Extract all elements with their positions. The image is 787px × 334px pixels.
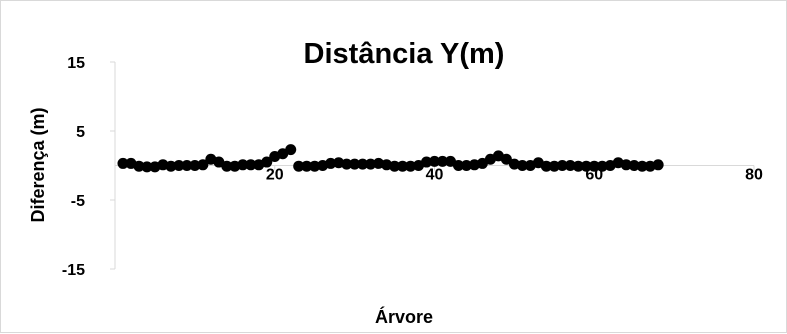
data-point [293, 160, 305, 172]
data-point [436, 155, 448, 167]
data-point [421, 156, 433, 168]
y-axis-title: Diferença (m) [28, 107, 48, 222]
y-tick-label: -15 [62, 262, 85, 279]
data-point [261, 156, 273, 168]
data-point [429, 155, 440, 167]
data-point [357, 158, 369, 170]
data-points [117, 144, 664, 173]
x-tick-label: 40 [426, 167, 444, 184]
data-point [165, 160, 177, 172]
data-point [133, 160, 145, 172]
data-point [181, 160, 193, 171]
data-point [173, 160, 185, 171]
x-tick-label: 60 [585, 167, 603, 184]
data-point [452, 160, 464, 171]
y-tick-label: -5 [71, 193, 85, 210]
data-point [500, 153, 512, 165]
data-point [405, 160, 417, 172]
y-tick-label: 15 [67, 55, 85, 72]
data-point [301, 160, 313, 172]
data-point [117, 157, 129, 169]
data-point [572, 160, 584, 172]
data-point [636, 160, 648, 172]
data-point [540, 160, 552, 172]
data-point [309, 160, 321, 172]
data-point [556, 160, 568, 171]
data-point [397, 160, 409, 172]
data-point [588, 160, 600, 172]
data-point [221, 160, 233, 172]
data-point [389, 160, 401, 172]
data-point [197, 159, 209, 171]
x-tick-label: 80 [745, 167, 763, 184]
data-point [460, 160, 472, 171]
data-point [365, 158, 377, 170]
data-point [245, 159, 257, 171]
data-point [628, 160, 640, 171]
data-point [141, 161, 153, 173]
data-point [620, 159, 632, 171]
data-point [341, 158, 353, 170]
data-point [189, 160, 201, 171]
data-point [596, 160, 608, 172]
x-axis-title: Árvore [375, 306, 433, 327]
data-point [237, 159, 249, 171]
data-point [325, 157, 337, 169]
x-tick-label: 20 [266, 167, 284, 184]
chart-title: Distância Y(m) [304, 38, 505, 70]
y-tick-label: 5 [76, 124, 85, 141]
data-point [652, 159, 664, 171]
data-point [580, 160, 592, 172]
data-point [349, 158, 361, 170]
data-point [285, 144, 297, 156]
data-point [548, 160, 560, 172]
data-point [564, 160, 576, 171]
data-point [516, 160, 528, 171]
